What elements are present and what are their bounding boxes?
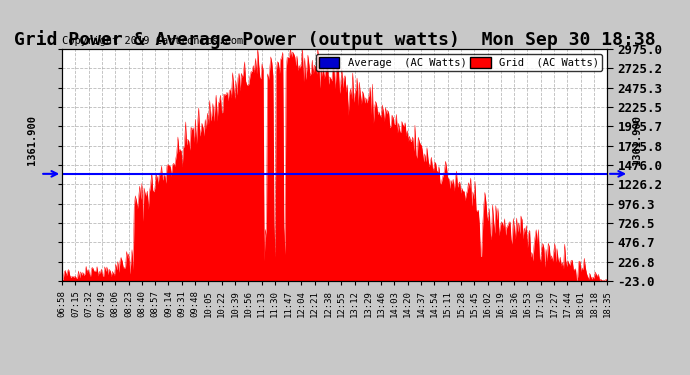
Text: 1361.900: 1361.900 (27, 114, 37, 165)
Legend: Average  (AC Watts), Grid  (AC Watts): Average (AC Watts), Grid (AC Watts) (315, 54, 602, 71)
Text: Copyright 2019 Cartronics.com: Copyright 2019 Cartronics.com (62, 36, 244, 46)
Text: 1361.900: 1361.900 (632, 114, 642, 165)
Title: Grid Power & Average Power (output watts)  Mon Sep 30 18:38: Grid Power & Average Power (output watts… (14, 30, 655, 49)
